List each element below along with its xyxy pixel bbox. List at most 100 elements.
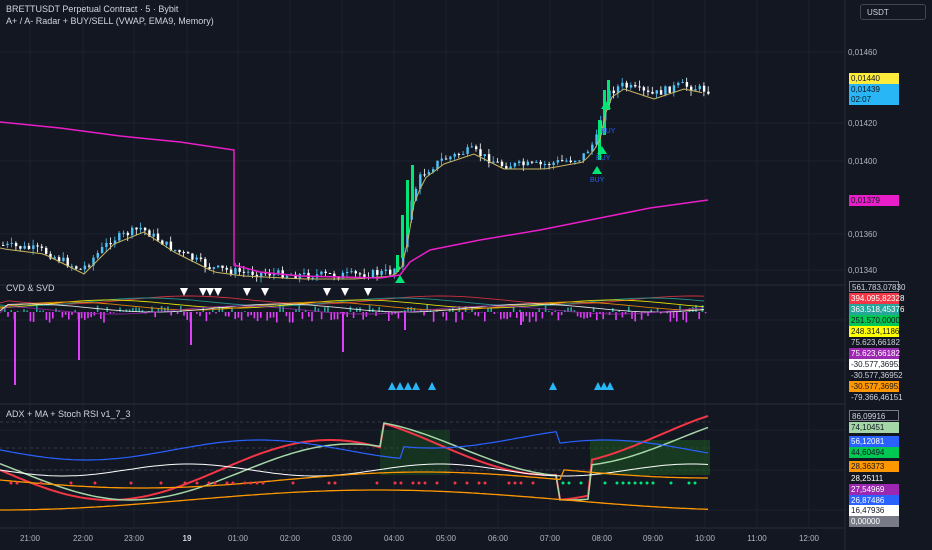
cvd-bar <box>570 307 572 312</box>
cvd-bar <box>567 307 569 312</box>
candle-body <box>595 134 598 145</box>
candle-body <box>148 230 151 237</box>
candle-body <box>444 158 448 160</box>
candle-body <box>535 161 538 163</box>
cvd-value-tag: 248.314,11861 <box>849 326 904 337</box>
cvd-bar <box>4 307 6 312</box>
cvd-bar <box>109 312 112 314</box>
cvd-pane[interactable] <box>0 295 707 390</box>
indicator-legend-osc[interactable]: ADX + MA + Stoch RSI v1_7_3 <box>6 409 131 419</box>
cvd-bar <box>84 312 86 320</box>
di-line <box>0 469 708 489</box>
cvd-value-tag: -30.577,36952 <box>849 370 903 381</box>
cvd-bar <box>576 312 579 317</box>
signal-dot <box>183 481 187 485</box>
oscillator-pane[interactable] <box>0 414 710 511</box>
price-pane[interactable] <box>0 77 710 296</box>
candle-body <box>462 153 465 155</box>
candle-body <box>156 233 160 241</box>
candle-body <box>182 252 185 254</box>
candle-body <box>53 257 56 259</box>
indicator-legend-cvd[interactable]: CVD & SVD <box>6 283 55 293</box>
cvd-bar <box>602 312 604 320</box>
candle-body <box>522 161 525 166</box>
cvd-bar <box>176 312 179 314</box>
cvd-bar <box>301 312 304 319</box>
cvd-bar <box>404 310 406 312</box>
cvd-bar <box>314 306 316 312</box>
cvd-bar <box>413 308 416 312</box>
candle-body <box>152 233 155 237</box>
cvd-bar <box>666 312 668 314</box>
cvd-bar <box>535 312 537 322</box>
cvd-bar <box>112 312 115 313</box>
signal-dot <box>375 481 379 485</box>
cvd-value-tag: 251.570,00000 <box>849 315 905 326</box>
osc-value-tag: 28,36373 <box>849 461 899 472</box>
candle-body <box>573 160 577 163</box>
cvd-bar <box>224 312 227 317</box>
cvd-line <box>0 301 705 311</box>
cvd-bar <box>327 306 329 312</box>
currency-selector[interactable]: USDT <box>860 4 926 20</box>
cvd-bar <box>461 312 464 320</box>
candle-body <box>561 160 564 162</box>
candle-body <box>419 174 422 189</box>
cvd-bar <box>68 312 70 320</box>
candle-body <box>393 268 396 275</box>
candle-body <box>440 158 443 161</box>
ma-line <box>0 463 709 477</box>
candle-body <box>380 270 383 275</box>
cvd-bar <box>573 310 576 312</box>
cvd-bar <box>10 310 12 312</box>
cvd-bar <box>474 312 476 316</box>
signal-dot <box>513 481 517 485</box>
candle-body <box>36 245 39 247</box>
cvd-bar <box>292 312 294 323</box>
cvd-bar <box>164 307 166 312</box>
cvd-bar <box>560 312 563 316</box>
radar-triangle-icon <box>606 382 614 390</box>
chart-title[interactable]: BRETTUSDT Perpetual Contract · 5 · Bybit <box>6 4 179 14</box>
signal-dot <box>195 481 199 485</box>
cvd-bar <box>45 312 48 320</box>
cvd-bar <box>554 310 556 312</box>
cvd-line <box>0 303 705 313</box>
cvd-bar <box>42 310 44 312</box>
sell-arrow-icon <box>214 288 222 296</box>
signal-dot <box>465 481 469 485</box>
cvd-bar <box>580 312 582 318</box>
candle-body <box>260 272 263 277</box>
cvd-bar <box>592 307 595 312</box>
candle-body <box>672 85 676 93</box>
candle-body <box>255 274 259 277</box>
signal-dot <box>519 481 523 485</box>
osc-value-tag: 16,47936 <box>849 505 899 516</box>
candle-countdown: 02:07 <box>849 94 899 105</box>
cvd-value-tag: 75.623,66182 <box>849 337 900 348</box>
time-label: 23:00 <box>123 534 145 543</box>
cvd-value-tag: 561.783,07830 <box>849 281 905 292</box>
indicator-legend-main[interactable]: A+ / A- Radar + BUY/SELL (VWAP, EMA9, Me… <box>6 16 214 26</box>
cvd-bar <box>634 312 636 322</box>
cvd-bar <box>52 312 54 319</box>
radar-triangle-icon <box>594 382 602 390</box>
cvd-bar <box>253 312 256 319</box>
cvd-bar <box>384 312 387 313</box>
cvd-bar <box>215 312 217 314</box>
cvd-bar <box>503 312 505 319</box>
candle-body <box>14 242 18 247</box>
cvd-bar <box>669 312 672 322</box>
cvd-bar <box>368 304 371 312</box>
cvd-bar <box>704 312 707 314</box>
cvd-bar <box>455 312 457 323</box>
candle-body <box>139 227 142 230</box>
cvd-bar <box>71 312 73 315</box>
cvd-bar <box>148 310 150 312</box>
signal-dot <box>93 481 97 485</box>
cvd-bar <box>477 312 480 317</box>
cvd-bar <box>621 312 624 318</box>
signal-dot <box>615 481 619 485</box>
osc-value-tag: 0,00000 <box>849 516 899 527</box>
